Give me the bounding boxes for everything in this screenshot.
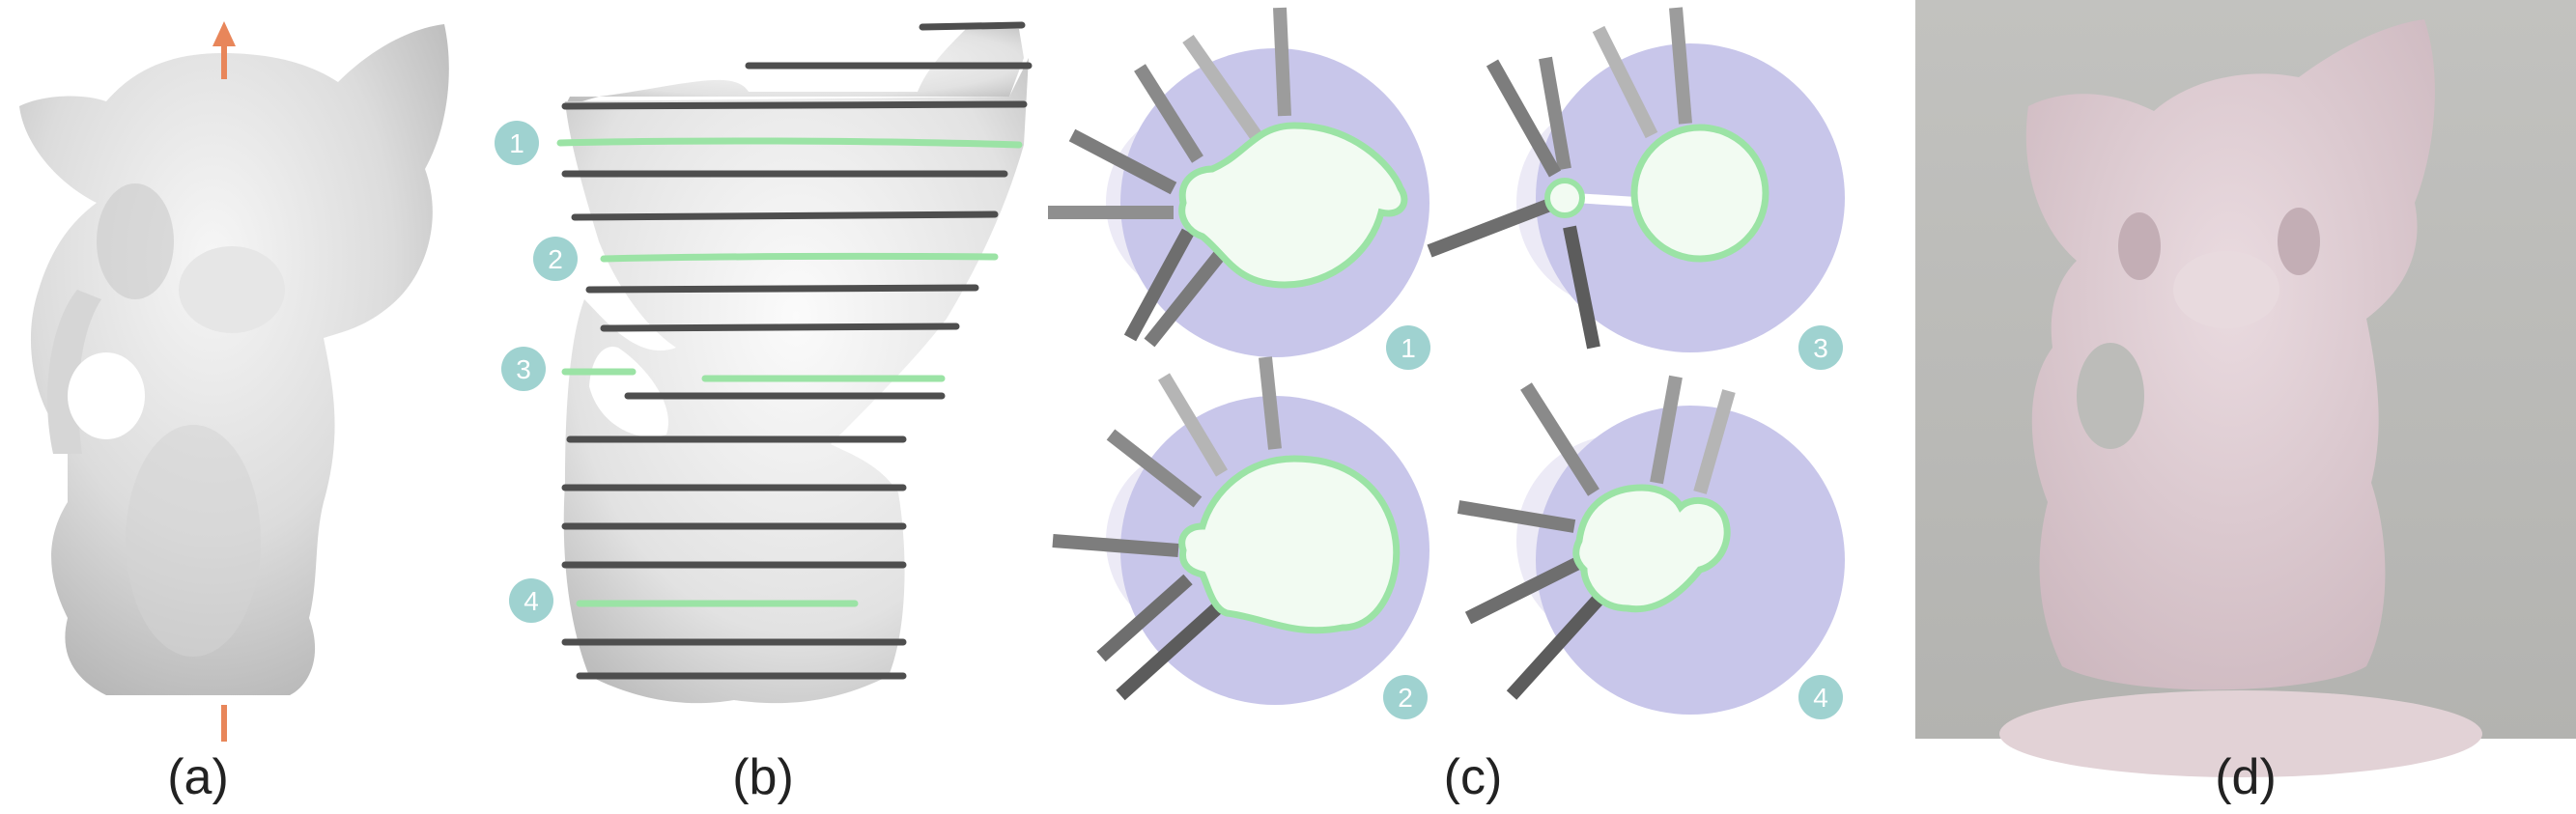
highlight-slice-1	[556, 137, 1023, 149]
printed-cat	[2025, 19, 2435, 690]
printed-region	[1630, 124, 1769, 263]
slice-lines-highlight	[556, 137, 1023, 607]
slice-line	[600, 323, 960, 332]
caption-c: (c)	[1443, 749, 1503, 805]
photo-eye-left	[2118, 212, 2161, 280]
nozzle-rods	[1427, 7, 1692, 350]
slice-line	[919, 21, 1026, 31]
badge-slice-3: 3	[501, 347, 546, 391]
svg-text:2: 2	[548, 244, 563, 274]
body-gap	[68, 352, 145, 439]
section-1: 1	[1048, 7, 1430, 370]
svg-text:1: 1	[509, 128, 524, 158]
section-4: 4	[1457, 375, 1845, 719]
panel-b-sliced-cat: 1 2 3 4	[495, 21, 1033, 704]
svg-text:4: 4	[1813, 683, 1828, 713]
arrow-up-icon	[212, 21, 236, 46]
photo-body-gap	[2077, 343, 2144, 449]
slice-line	[585, 284, 979, 294]
print-bed	[1999, 690, 2482, 777]
badge-section-3: 3	[1798, 325, 1843, 370]
panel-d-printed-photo	[1915, 0, 2576, 777]
caption-b: (b)	[732, 749, 794, 805]
section-2: 2	[1052, 356, 1430, 719]
nozzle-rods	[1457, 375, 1736, 700]
svg-text:3: 3	[1813, 333, 1828, 363]
badge-section-2: 2	[1383, 675, 1428, 719]
caption-d: (d)	[2215, 749, 2277, 805]
muzzle	[179, 246, 285, 333]
panel-a-cat-model	[19, 21, 449, 742]
badge-slice-2: 2	[533, 237, 578, 281]
svg-text:1: 1	[1401, 333, 1416, 363]
photo-muzzle	[2173, 251, 2279, 328]
cheek-shade	[97, 183, 174, 299]
badge-section-4: 4	[1798, 675, 1843, 719]
svg-text:3: 3	[516, 354, 531, 384]
highlight-slice-2	[600, 252, 999, 263]
printed-region	[1178, 455, 1401, 634]
photo-eye-right	[2278, 208, 2320, 275]
printed-region	[1572, 484, 1731, 613]
slice-line	[571, 211, 999, 221]
badge-slice-1: 1	[495, 121, 539, 165]
printed-region	[1178, 122, 1408, 289]
section-3: 3	[1427, 7, 1845, 370]
badge-slice-4: 4	[509, 578, 553, 623]
svg-text:4: 4	[524, 586, 539, 616]
small-printed-region	[1544, 178, 1585, 218]
caption-a: (a)	[167, 749, 229, 805]
cat-silhouette-b	[565, 29, 1024, 106]
nozzle-rods	[1052, 356, 1282, 701]
badge-section-1: 1	[1386, 325, 1430, 370]
belly-shade	[126, 425, 261, 657]
svg-text:2: 2	[1398, 683, 1413, 713]
panel-c-cross-sections: 1 3	[1048, 7, 1845, 719]
slice-line	[561, 100, 1028, 110]
slice-lines-dark	[561, 21, 1033, 680]
nozzle-rods	[1048, 7, 1291, 348]
